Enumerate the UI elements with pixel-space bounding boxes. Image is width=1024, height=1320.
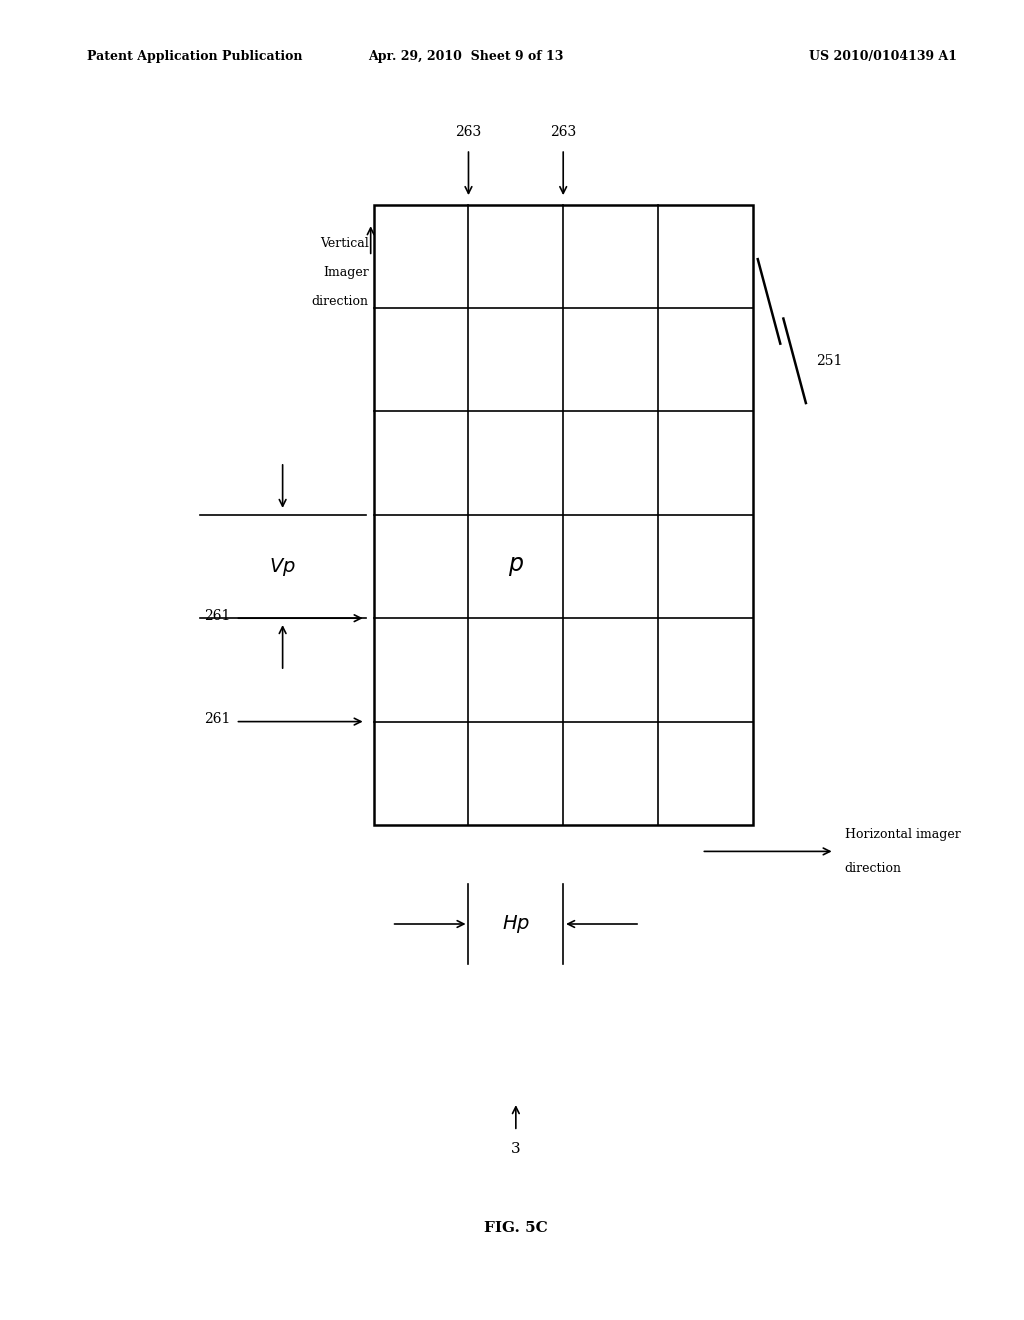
- Text: $\mathit{Vp}$: $\mathit{Vp}$: [269, 556, 296, 578]
- Text: direction: direction: [845, 862, 902, 875]
- Text: 251: 251: [816, 354, 843, 368]
- Text: Apr. 29, 2010  Sheet 9 of 13: Apr. 29, 2010 Sheet 9 of 13: [369, 50, 563, 63]
- Text: $\mathit{Hp}$: $\mathit{Hp}$: [502, 913, 529, 935]
- Text: 261: 261: [204, 711, 230, 726]
- Text: Imager: Imager: [323, 265, 369, 279]
- Text: Vertical: Vertical: [319, 236, 369, 249]
- Text: direction: direction: [311, 294, 369, 308]
- Text: 3: 3: [511, 1142, 520, 1156]
- Text: 263: 263: [550, 125, 577, 139]
- Bar: [374, 205, 753, 825]
- Text: Horizontal imager: Horizontal imager: [845, 828, 961, 841]
- Text: $\mathbf{\mathit{p}}$: $\mathbf{\mathit{p}}$: [508, 554, 524, 578]
- Text: 261: 261: [204, 609, 230, 623]
- Text: Patent Application Publication: Patent Application Publication: [87, 50, 302, 63]
- Text: 263: 263: [456, 125, 481, 139]
- Text: US 2010/0104139 A1: US 2010/0104139 A1: [809, 50, 957, 63]
- Text: FIG. 5C: FIG. 5C: [484, 1221, 548, 1234]
